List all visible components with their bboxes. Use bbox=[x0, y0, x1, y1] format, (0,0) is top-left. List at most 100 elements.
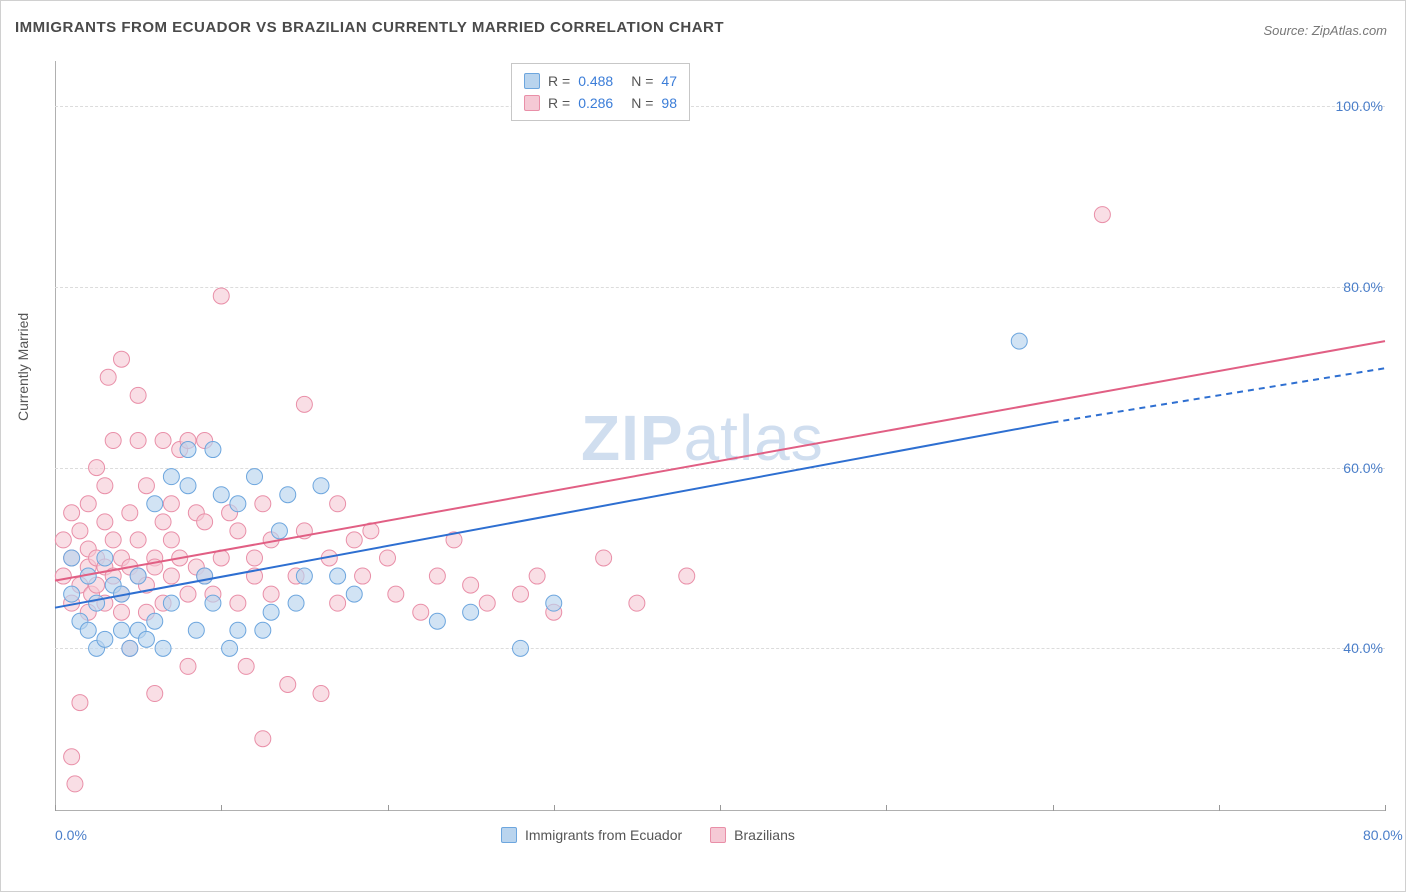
scatter-point bbox=[255, 731, 271, 747]
scatter-point bbox=[180, 586, 196, 602]
scatter-point bbox=[80, 622, 96, 638]
y-axis-label: Currently Married bbox=[15, 313, 31, 421]
scatter-point bbox=[213, 288, 229, 304]
scatter-point bbox=[163, 595, 179, 611]
scatter-point bbox=[55, 568, 71, 584]
scatter-point bbox=[155, 640, 171, 656]
legend-item: Immigrants from Ecuador bbox=[501, 827, 682, 843]
chart-title: IMMIGRANTS FROM ECUADOR VS BRAZILIAN CUR… bbox=[15, 19, 724, 36]
scatter-point bbox=[230, 622, 246, 638]
scatter-point bbox=[238, 658, 254, 674]
scatter-point bbox=[105, 433, 121, 449]
scatter-point bbox=[89, 595, 105, 611]
scatter-point bbox=[296, 396, 312, 412]
scatter-point bbox=[596, 550, 612, 566]
scatter-point bbox=[330, 568, 346, 584]
scatter-point bbox=[296, 568, 312, 584]
scatter-point bbox=[72, 523, 88, 539]
scatter-point bbox=[280, 676, 296, 692]
legend-r-label: R = bbox=[548, 92, 570, 114]
scatter-point bbox=[163, 496, 179, 512]
scatter-point bbox=[163, 469, 179, 485]
scatter-point bbox=[546, 595, 562, 611]
swatch-ecuador bbox=[524, 73, 540, 89]
legend-label: Brazilians bbox=[734, 827, 795, 843]
legend-n-value-ecuador: 47 bbox=[661, 70, 677, 92]
scatter-point bbox=[97, 514, 113, 530]
scatter-point bbox=[1094, 207, 1110, 223]
scatter-point bbox=[122, 505, 138, 521]
scatter-point bbox=[313, 478, 329, 494]
legend-label: Immigrants from Ecuador bbox=[525, 827, 682, 843]
scatter-point bbox=[64, 586, 80, 602]
regression-line-dashed bbox=[1053, 368, 1386, 422]
scatter-point bbox=[346, 532, 362, 548]
scatter-point bbox=[147, 613, 163, 629]
scatter-point bbox=[67, 776, 83, 792]
legend-r-value-ecuador: 0.488 bbox=[578, 70, 613, 92]
scatter-point bbox=[288, 595, 304, 611]
x-tick-label: 80.0% bbox=[1363, 827, 1403, 843]
scatter-point bbox=[629, 595, 645, 611]
scatter-point bbox=[330, 496, 346, 512]
scatter-point bbox=[114, 622, 130, 638]
source-label: Source: ZipAtlas.com bbox=[1263, 23, 1387, 38]
scatter-point bbox=[138, 631, 154, 647]
legend-r-value-brazilians: 0.286 bbox=[578, 92, 613, 114]
x-tick-label: 0.0% bbox=[55, 827, 87, 843]
legend-top: R = 0.488 N = 47 R = 0.286 N = 98 bbox=[511, 63, 690, 121]
scatter-point bbox=[97, 550, 113, 566]
plot-svg bbox=[55, 61, 1385, 811]
scatter-point bbox=[463, 604, 479, 620]
scatter-point bbox=[380, 550, 396, 566]
scatter-point bbox=[89, 460, 105, 476]
scatter-point bbox=[330, 595, 346, 611]
scatter-point bbox=[355, 568, 371, 584]
chart-container: IMMIGRANTS FROM ECUADOR VS BRAZILIAN CUR… bbox=[0, 0, 1406, 892]
scatter-point bbox=[679, 568, 695, 584]
scatter-point bbox=[130, 387, 146, 403]
scatter-point bbox=[222, 640, 238, 656]
legend-swatch bbox=[710, 827, 726, 843]
legend-row-ecuador: R = 0.488 N = 47 bbox=[524, 70, 677, 92]
x-tick bbox=[1385, 805, 1386, 811]
scatter-point bbox=[163, 568, 179, 584]
scatter-point bbox=[230, 496, 246, 512]
scatter-point bbox=[130, 568, 146, 584]
scatter-point bbox=[147, 496, 163, 512]
scatter-point bbox=[413, 604, 429, 620]
scatter-point bbox=[513, 640, 529, 656]
legend-n-label: N = bbox=[631, 92, 653, 114]
scatter-point bbox=[105, 532, 121, 548]
scatter-point bbox=[197, 514, 213, 530]
scatter-point bbox=[97, 631, 113, 647]
scatter-point bbox=[122, 640, 138, 656]
scatter-point bbox=[513, 586, 529, 602]
scatter-point bbox=[479, 595, 495, 611]
scatter-point bbox=[429, 568, 445, 584]
scatter-point bbox=[155, 433, 171, 449]
scatter-point bbox=[64, 550, 80, 566]
scatter-point bbox=[205, 442, 221, 458]
scatter-point bbox=[255, 496, 271, 512]
scatter-point bbox=[271, 523, 287, 539]
scatter-point bbox=[100, 369, 116, 385]
scatter-point bbox=[64, 505, 80, 521]
legend-row-brazilians: R = 0.286 N = 98 bbox=[524, 92, 677, 114]
scatter-point bbox=[429, 613, 445, 629]
legend-swatch bbox=[501, 827, 517, 843]
scatter-point bbox=[114, 351, 130, 367]
scatter-point bbox=[205, 595, 221, 611]
scatter-point bbox=[263, 586, 279, 602]
scatter-point bbox=[529, 568, 545, 584]
scatter-point bbox=[213, 487, 229, 503]
scatter-point bbox=[130, 532, 146, 548]
scatter-point bbox=[80, 496, 96, 512]
scatter-point bbox=[247, 550, 263, 566]
scatter-point bbox=[263, 604, 279, 620]
scatter-point bbox=[247, 469, 263, 485]
scatter-point bbox=[230, 595, 246, 611]
scatter-point bbox=[180, 478, 196, 494]
scatter-point bbox=[130, 433, 146, 449]
scatter-point bbox=[147, 686, 163, 702]
